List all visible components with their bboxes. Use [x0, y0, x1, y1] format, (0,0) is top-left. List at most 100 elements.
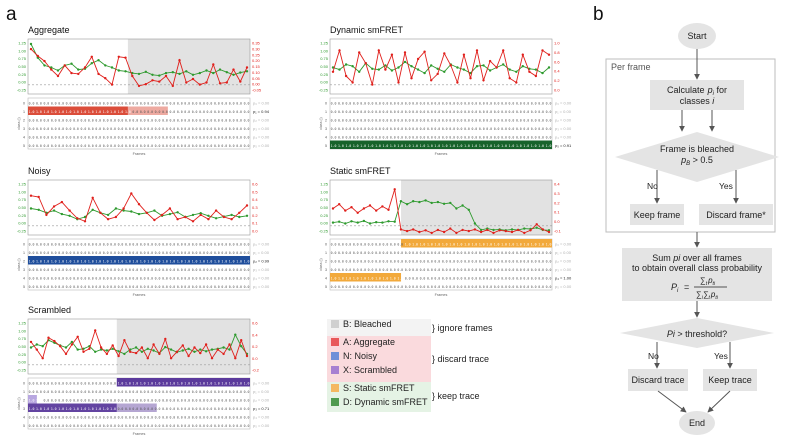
class-cell-value: 0.0 [110, 135, 116, 139]
right-tick-label: 0.05 [252, 76, 261, 81]
green-series-point [436, 200, 440, 204]
class-cell-value: 0.0 [177, 242, 183, 246]
class-cell-value: 0.0 [331, 242, 337, 246]
trace-title: Static smFRET [330, 166, 391, 176]
class-cell-value: 0.0 [546, 276, 552, 280]
class-row-index: 5 [325, 144, 327, 148]
per-frame-label: Per frame [611, 62, 651, 72]
class-cell-value: 0.0 [412, 276, 418, 280]
class-cell-value: 0.0 [155, 135, 161, 139]
class-cell-value: 0.0 [486, 101, 492, 105]
class-cell-value: 0.0 [345, 110, 351, 114]
class-cell-value: 0.0 [457, 118, 463, 122]
class-cell-value: 0.0 [434, 127, 440, 131]
class-cell-value: 1.0 [390, 276, 396, 280]
class-cell-value: 0.0 [501, 259, 507, 263]
probability-grid [27, 97, 251, 150]
class-cell-value: 0.0 [66, 118, 72, 122]
class-cell-value: 0.0 [229, 398, 235, 402]
class-cell-value: 0.0 [375, 135, 381, 139]
class-cell-value: 1.0 [494, 242, 500, 246]
end-node [679, 411, 715, 435]
class-cell-value: 0.0 [162, 127, 168, 131]
class-cell-value: 0.0 [390, 110, 396, 114]
red-series-point [152, 343, 155, 346]
formula-den-p: p [710, 290, 716, 299]
class-cell-value: 0.0 [375, 101, 381, 105]
class-cell-value: 0.0 [420, 101, 426, 105]
class-cell-value: 0.0 [368, 118, 374, 122]
plot-frame [329, 38, 553, 95]
green-series-point [137, 212, 141, 216]
grid-xlabel: Frames [435, 293, 448, 297]
class-cell-value: 0.0 [95, 118, 101, 122]
class-cell-value: 0.0 [177, 127, 183, 131]
flowchart: Per frame Start Calculate pi for classes … [605, 23, 779, 435]
class-cell-value: 0.0 [214, 101, 220, 105]
class-cell-value: 1.0 [523, 144, 529, 148]
class-cell-value: 0.0 [162, 144, 168, 148]
class-cell-value: 0.0 [73, 276, 79, 280]
class-cell-value: 1.0 [442, 242, 448, 246]
class-cell-value: 0.0 [81, 251, 87, 255]
class-cell-value: 0.0 [103, 144, 109, 148]
red-series-point [521, 53, 524, 56]
class-cell-value: 0.0 [95, 424, 101, 428]
green-series-point [198, 71, 201, 75]
red-series-point [442, 230, 446, 234]
class-cell-value: 0.0 [375, 110, 381, 114]
class-row-index: 0 [23, 243, 25, 247]
red-series-point [350, 206, 353, 209]
class-cell-value: 0.0 [229, 276, 235, 280]
red-series-point [204, 343, 208, 346]
class-cell-value: 1.0 [132, 381, 138, 385]
class-cell-value: 0.0 [471, 110, 477, 114]
green-series-point [37, 208, 40, 211]
class-cell-value: 0.0 [58, 135, 64, 139]
class-cell-value: 0.0 [192, 268, 198, 272]
red-series-point [516, 228, 520, 232]
red-series-point [70, 343, 74, 346]
legend-swatch-static [331, 384, 339, 392]
class-cell-value: 0.0 [464, 118, 470, 122]
class-cell-value: 0.0 [236, 415, 242, 419]
class-cell-value: 0.0 [125, 127, 131, 131]
class-cell-value: 0.0 [162, 415, 168, 419]
class-cell-value: 0.0 [375, 285, 381, 289]
class-cell-value: 1.0 [95, 110, 101, 114]
class-probability-label: p₃ = 0.00 [253, 126, 270, 131]
red-series-point [362, 207, 366, 210]
green-series-point [508, 68, 511, 71]
green-series-point [29, 346, 33, 349]
red-series-point [130, 192, 133, 195]
class-cell-value: 0.0 [88, 101, 94, 105]
class-cell-value: 0.0 [140, 407, 146, 411]
red-series-point [344, 209, 347, 212]
bleached-cond-p: p [680, 155, 686, 165]
right-tick-label: 0.25 [252, 52, 261, 57]
green-series-point [199, 212, 202, 215]
class-cell-value: 0.0 [331, 101, 337, 105]
class-cell-value: 0.0 [214, 415, 220, 419]
class-cell-value: 1.0 [427, 144, 433, 148]
red-series-point [351, 81, 354, 84]
class-cell-value: 0.0 [486, 251, 492, 255]
class-row-index: 2 [325, 119, 327, 123]
bleached-decision [615, 132, 779, 182]
class-cell-value: 0.0 [244, 390, 250, 394]
red-series-point [245, 66, 249, 69]
grid-ylabel: class (i) [17, 117, 21, 129]
class-cell-value: 0.0 [36, 127, 42, 131]
right-tick-label: 1.0 [554, 41, 560, 46]
class-cell-value: 1.0 [390, 144, 396, 148]
green-series-point [70, 340, 74, 344]
class-cell-value: 0.0 [345, 242, 351, 246]
class-cell-value: 0.0 [177, 135, 183, 139]
class-cell-value: 0.0 [110, 144, 116, 148]
plot-frame [27, 38, 251, 95]
class-cell-value: 0.0 [125, 251, 131, 255]
class-cell-value: 1.0 [338, 276, 344, 280]
red-series-point [187, 354, 190, 358]
class-cell-value: 0.0 [199, 398, 205, 402]
class-cell-value: 0.0 [509, 285, 515, 289]
